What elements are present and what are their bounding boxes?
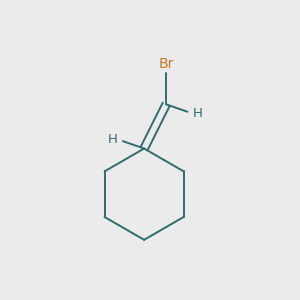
- Text: H: H: [108, 133, 118, 146]
- Text: H: H: [193, 107, 202, 120]
- Text: Br: Br: [158, 57, 174, 71]
